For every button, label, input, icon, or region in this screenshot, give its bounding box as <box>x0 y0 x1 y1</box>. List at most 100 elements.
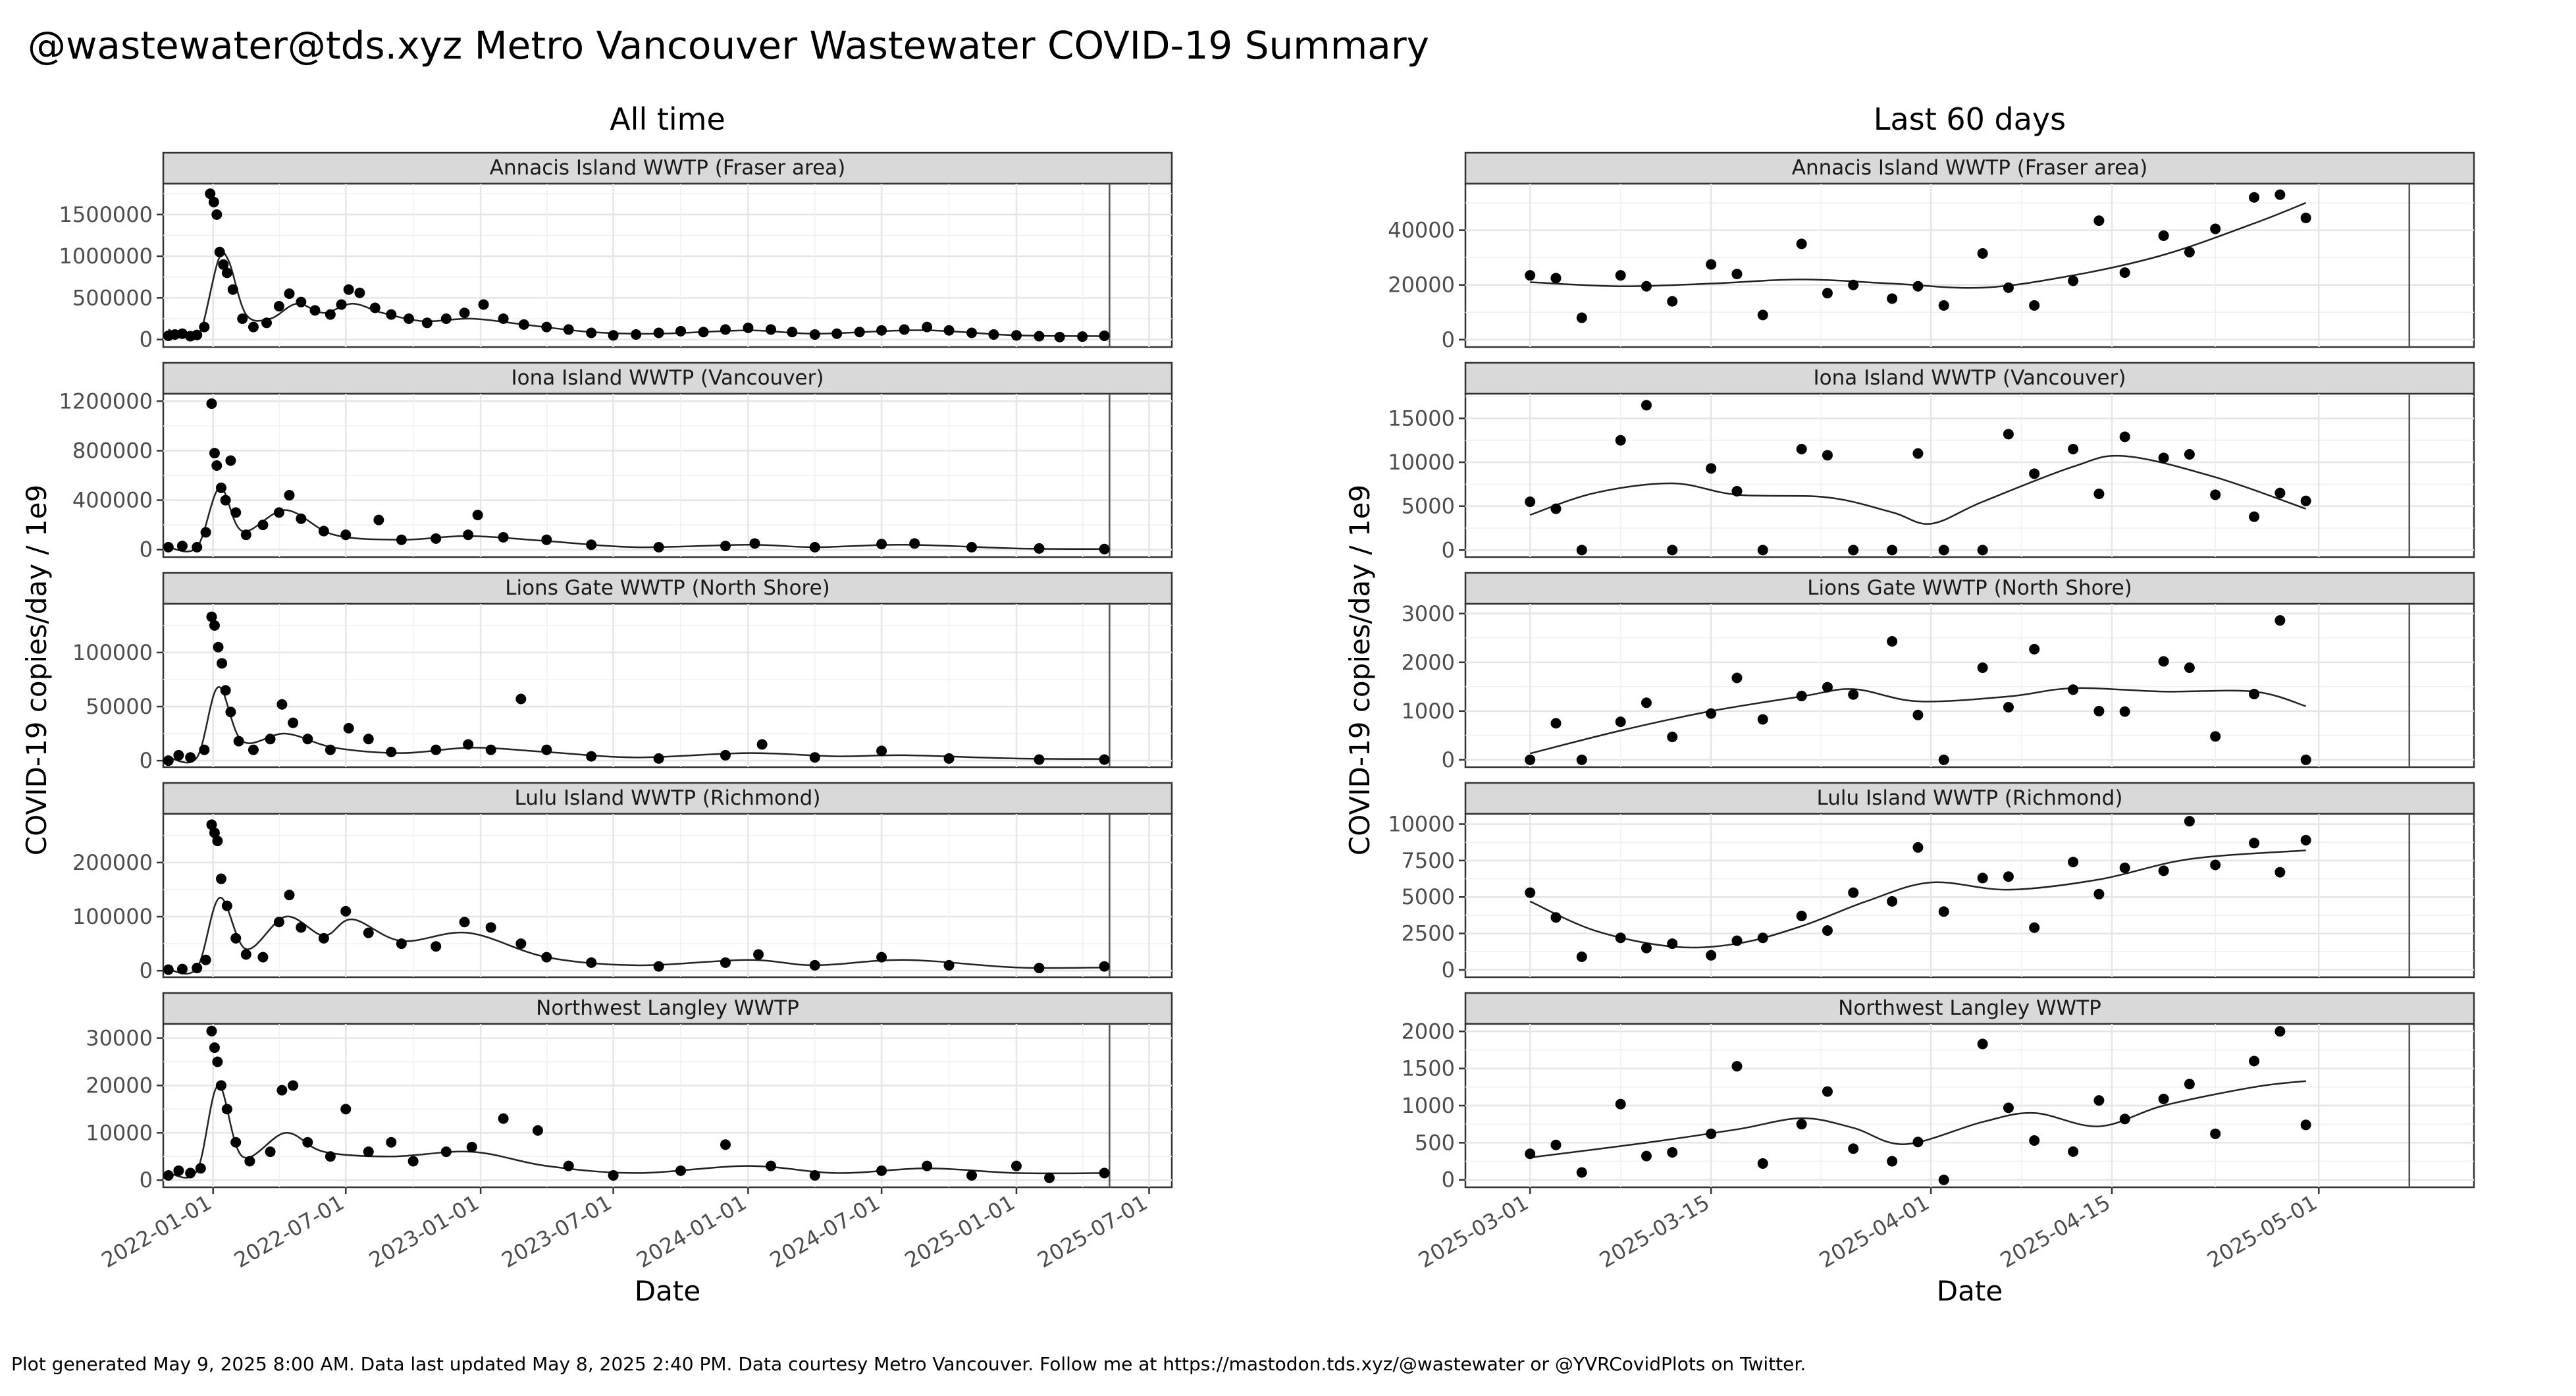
data-point <box>631 329 642 340</box>
smooth-trend-line <box>1529 849 2306 949</box>
data-point <box>2300 495 2311 506</box>
x-tick-label: 2025-05-01 <box>2203 1190 2321 1273</box>
y-tick-label: 200000 <box>72 850 153 875</box>
data-point <box>2093 1095 2105 1106</box>
data-point <box>1706 1128 1717 1139</box>
data-point <box>608 330 619 341</box>
data-point <box>2249 511 2260 522</box>
y-tick-label: 0 <box>140 748 153 773</box>
data-point <box>284 890 295 901</box>
smooth-trend-line <box>1530 201 2307 289</box>
y-axis-title: COVID-19 copies/day / 1e9 <box>20 485 53 855</box>
data-point <box>1044 1172 1055 1183</box>
data-point <box>1887 545 1898 556</box>
data-point <box>541 534 552 545</box>
data-point <box>369 302 381 313</box>
y-tick-label: 10000 <box>1388 812 1455 837</box>
plot-area <box>162 182 1173 348</box>
data-point <box>1077 331 1088 342</box>
data-point <box>2184 1079 2195 1090</box>
data-point <box>230 507 242 518</box>
data-point <box>1912 281 1924 292</box>
data-point <box>163 1170 174 1181</box>
data-point <box>1099 961 1110 972</box>
data-point <box>1034 331 1045 342</box>
data-point <box>273 301 284 311</box>
data-point <box>1099 754 1110 765</box>
data-point <box>854 327 865 338</box>
data-point <box>2003 701 2014 712</box>
data-point <box>431 533 442 544</box>
data-point <box>1615 932 1626 944</box>
data-point <box>192 541 203 552</box>
y-tick-label: 500 <box>1415 1130 1455 1155</box>
data-point <box>922 321 933 333</box>
data-point <box>2249 838 2260 849</box>
data-point <box>1011 1160 1022 1171</box>
smooth-trend-line <box>1529 687 2307 755</box>
facet-strip <box>162 151 1173 185</box>
data-point <box>288 717 299 728</box>
data-point <box>876 539 887 550</box>
data-point <box>1848 689 1859 700</box>
data-point <box>302 1137 313 1148</box>
data-point <box>1731 672 1743 684</box>
x-tick-label: 2025-01-01 <box>901 1190 1019 1273</box>
data-point <box>296 513 307 524</box>
data-point <box>1822 1086 1833 1097</box>
data-point <box>257 952 269 963</box>
data-point <box>1938 300 1949 311</box>
x-axis-title: Date <box>1937 1275 2003 1307</box>
data-point <box>1576 545 1587 556</box>
y-tick-label: 1500 <box>1402 1056 1455 1081</box>
x-tick-label: 2025-03-01 <box>1414 1190 1533 1273</box>
data-point <box>1667 1147 1678 1158</box>
data-point <box>237 313 248 324</box>
data-point <box>2274 189 2286 200</box>
data-point <box>2093 705 2105 716</box>
data-point <box>2119 706 2130 717</box>
data-point <box>2119 1114 2130 1125</box>
data-point <box>276 699 288 710</box>
data-point <box>809 959 820 971</box>
data-point <box>212 1056 223 1067</box>
data-point <box>2119 431 2130 443</box>
data-point <box>227 284 238 295</box>
smooth-trend-line <box>168 1085 1105 1179</box>
data-point <box>1034 754 1045 765</box>
data-point <box>1550 718 1562 729</box>
data-point <box>1011 330 1022 341</box>
y-axis-title: COVID-19 copies/day / 1e9 <box>1344 485 1376 855</box>
data-point <box>343 284 354 295</box>
data-point <box>302 734 313 745</box>
data-point <box>515 693 527 705</box>
data-point <box>215 873 226 884</box>
data-point <box>205 188 216 200</box>
data-point <box>2029 300 2040 311</box>
data-point <box>185 1168 196 1179</box>
data-point <box>532 1125 543 1136</box>
smooth-trend-line <box>168 686 1105 764</box>
data-point <box>199 744 210 755</box>
data-point <box>1615 270 1626 281</box>
facet-panel: Lulu Island WWTP (Richmond) 0 100000 200000 <box>72 782 1173 983</box>
data-point <box>206 398 217 410</box>
facet-panel: Lions Gate WWTP (North Shore) 0 1000 2000 30… <box>1402 572 2475 772</box>
x-tick-label: 2023-07-01 <box>498 1190 616 1273</box>
chart-all-time: All time Annacis Island WWTP (Fraser area… <box>20 101 1173 1307</box>
data-point <box>2210 223 2221 234</box>
data-point <box>1099 330 1110 341</box>
data-point <box>2158 452 2169 464</box>
data-point <box>2300 754 2311 765</box>
data-point <box>273 507 284 518</box>
data-point <box>1912 709 1924 720</box>
data-point <box>1706 463 1717 474</box>
data-point <box>1706 259 1717 270</box>
data-point <box>809 329 820 340</box>
facet-panel: Northwest Langley WWTP 0 500 1000 1500 2000 <box>1402 992 2475 1193</box>
data-point <box>2274 615 2286 626</box>
facet-panel: Annacis Island WWTP (Fraser area) 0 500000… <box>59 151 1173 352</box>
smooth-trend-line <box>1530 1080 2306 1159</box>
data-point <box>1796 238 1807 250</box>
